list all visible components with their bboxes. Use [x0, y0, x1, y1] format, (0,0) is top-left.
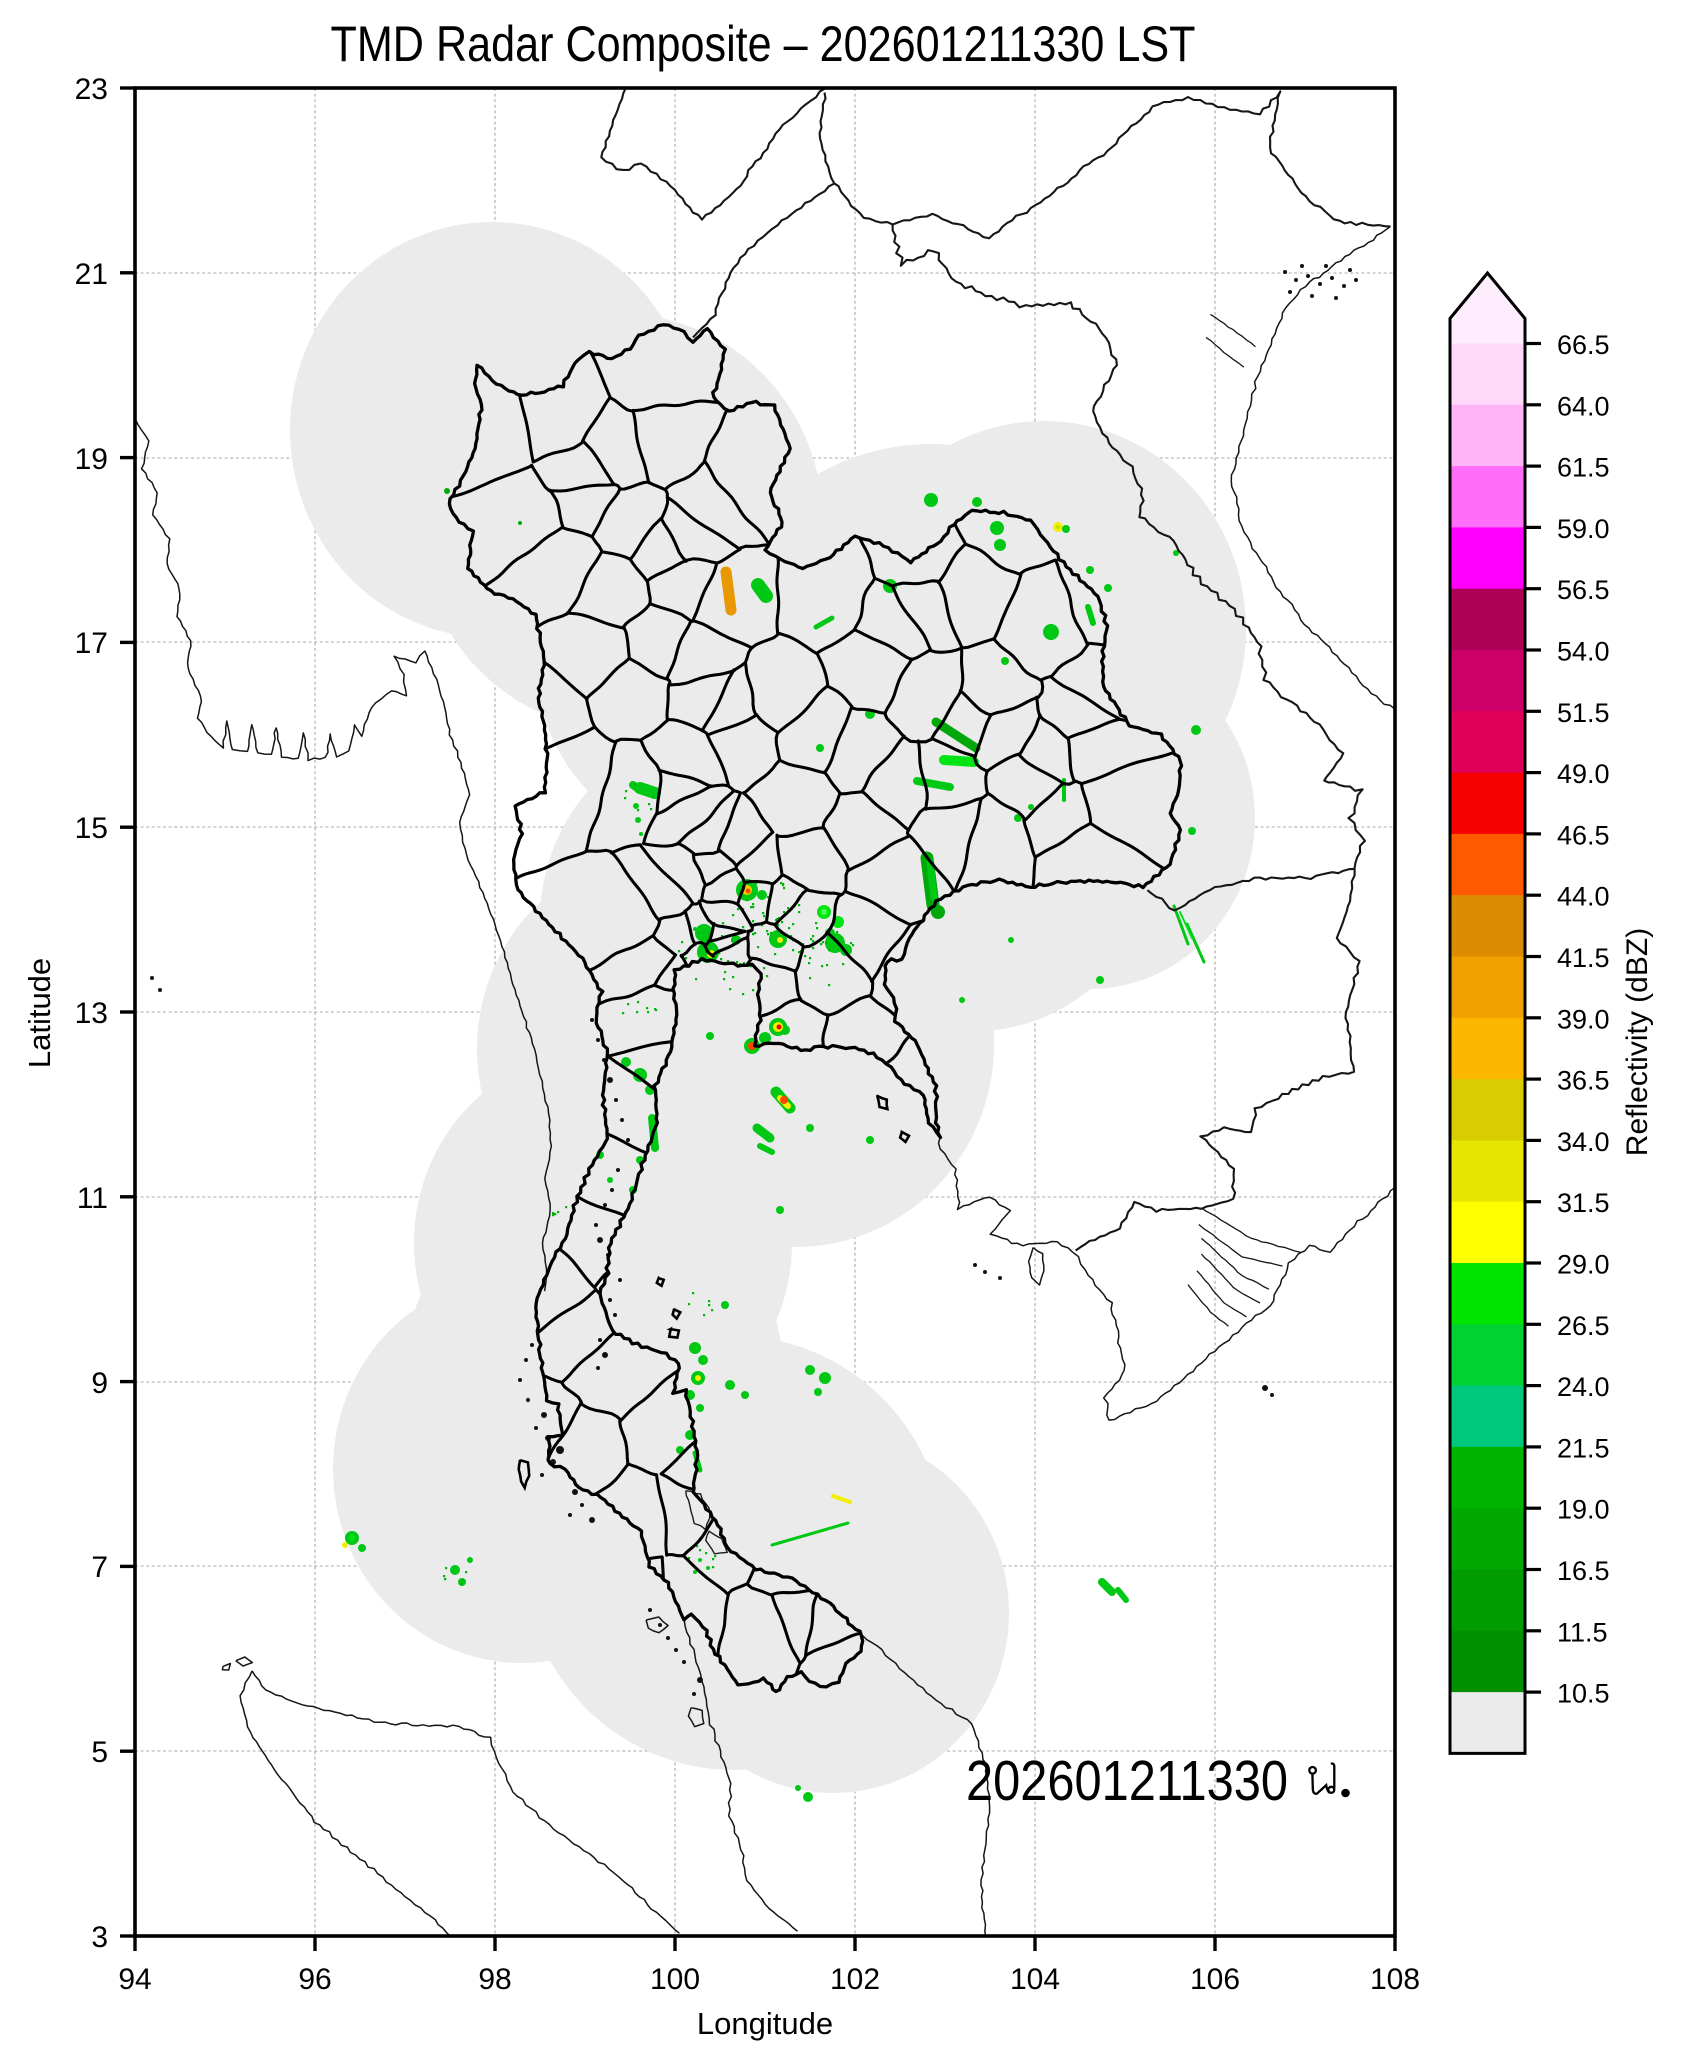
svg-text:36.5: 36.5	[1557, 1066, 1610, 1096]
svg-text:17: 17	[75, 627, 108, 660]
svg-text:202601211330: 202601211330	[966, 1749, 1288, 1813]
svg-text:66.5: 66.5	[1557, 330, 1610, 360]
svg-text:61.5: 61.5	[1557, 453, 1610, 483]
svg-text:54.0: 54.0	[1557, 637, 1610, 667]
svg-text:Reflectivity (dBZ): Reflectivity (dBZ)	[1621, 928, 1654, 1156]
svg-text:98: 98	[478, 1963, 511, 1996]
svg-text:96: 96	[298, 1963, 331, 1996]
svg-text:46.5: 46.5	[1557, 820, 1610, 850]
svg-text:26.5: 26.5	[1557, 1311, 1610, 1341]
svg-text:100: 100	[650, 1963, 700, 1996]
svg-text:29.0: 29.0	[1557, 1250, 1610, 1280]
svg-text:49.0: 49.0	[1557, 759, 1610, 789]
svg-text:31.5: 31.5	[1557, 1188, 1610, 1218]
svg-text:102: 102	[830, 1963, 880, 1996]
svg-text:94: 94	[118, 1963, 151, 1996]
svg-text:Longitude: Longitude	[697, 2006, 833, 2041]
svg-text:11.5: 11.5	[1557, 1617, 1608, 1647]
svg-text:24.0: 24.0	[1557, 1372, 1610, 1402]
svg-text:21.5: 21.5	[1557, 1433, 1610, 1463]
svg-text:5: 5	[91, 1736, 108, 1769]
svg-text:59.0: 59.0	[1557, 514, 1610, 544]
svg-text:Latitude: Latitude	[22, 958, 57, 1068]
svg-text:19: 19	[75, 443, 108, 476]
svg-text:TMD Radar Composite – 20260121: TMD Radar Composite – 202601211330 LST	[331, 16, 1196, 72]
svg-text:11: 11	[77, 1182, 108, 1215]
svg-text:9: 9	[91, 1367, 108, 1400]
svg-text:108: 108	[1370, 1963, 1420, 1996]
svg-text:51.5: 51.5	[1557, 698, 1610, 728]
svg-text:39.0: 39.0	[1557, 1004, 1610, 1034]
svg-text:3: 3	[91, 1921, 108, 1954]
svg-text:44.0: 44.0	[1557, 882, 1610, 912]
svg-text:7: 7	[91, 1551, 108, 1584]
svg-text:10.5: 10.5	[1557, 1679, 1610, 1709]
svg-text:23: 23	[75, 73, 108, 106]
svg-text:106: 106	[1190, 1963, 1240, 1996]
svg-text:19.0: 19.0	[1557, 1495, 1610, 1525]
svg-text:56.5: 56.5	[1557, 575, 1610, 605]
svg-text:16.5: 16.5	[1557, 1556, 1610, 1586]
svg-text:13: 13	[75, 997, 108, 1030]
svg-text:34.0: 34.0	[1557, 1127, 1610, 1157]
svg-text:15: 15	[75, 812, 108, 845]
svg-text:64.0: 64.0	[1557, 391, 1610, 421]
svg-text:41.5: 41.5	[1557, 943, 1610, 973]
svg-text:21: 21	[75, 258, 108, 291]
svg-text:104: 104	[1010, 1963, 1060, 1996]
